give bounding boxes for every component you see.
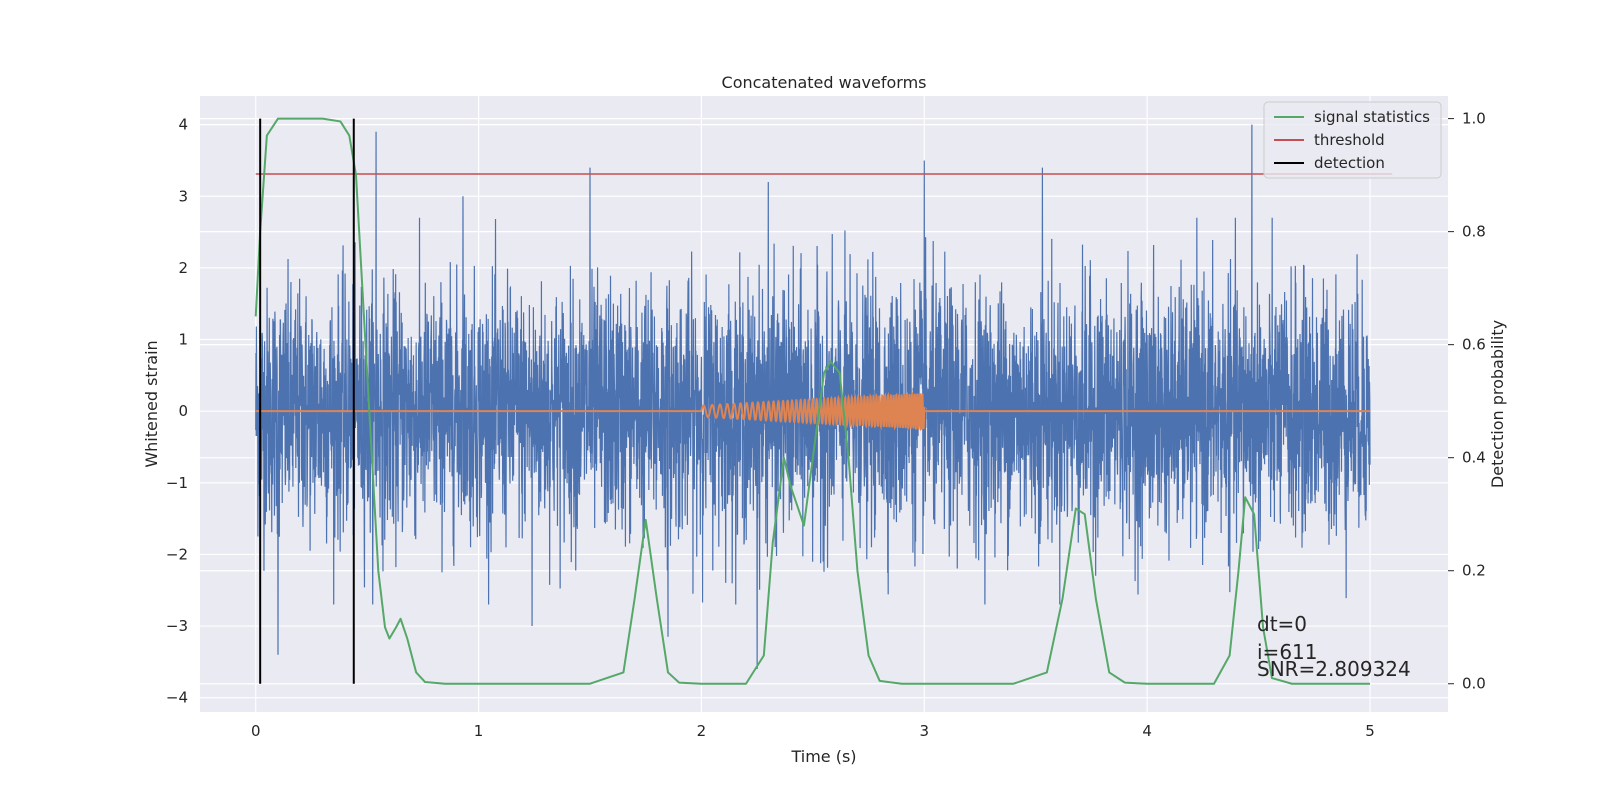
x-tick-label: 2 bbox=[697, 722, 707, 740]
series-signal-statistics bbox=[254, 117, 1370, 685]
legend-label-detection: detection bbox=[1314, 154, 1385, 172]
legend-label-threshold: threshold bbox=[1314, 131, 1385, 149]
chirp-line bbox=[255, 390, 1370, 432]
x-tick-label: 1 bbox=[474, 722, 484, 740]
x-axis-label: Time (s) bbox=[790, 747, 856, 766]
y-tick-label: 0 bbox=[178, 402, 188, 420]
legend-label-signal-statistics: signal statistics bbox=[1314, 108, 1430, 126]
chart-title: Concatenated waveforms bbox=[722, 73, 927, 92]
legend-box bbox=[1263, 101, 1442, 179]
y-tick-label: 3 bbox=[178, 187, 188, 205]
y-tick-label: −3 bbox=[166, 617, 188, 635]
series-detection bbox=[259, 118, 355, 684]
y-right-tick-label: 0.6 bbox=[1462, 336, 1486, 354]
annotation-snr: SNR=2.809324 bbox=[1257, 657, 1411, 681]
annotation-i: i=611 bbox=[1257, 640, 1318, 664]
y-right-tick-label: 0.4 bbox=[1462, 449, 1486, 467]
x-tick-label: 0 bbox=[251, 722, 261, 740]
y-tick-label: 1 bbox=[178, 331, 188, 349]
y-tick-label: 2 bbox=[178, 259, 188, 277]
axis-ticks: 0 1 2 3 4 5 −4 −3 −2 −1 0 1 2 3 4 0.0 0.2 0.4 0.6 0.8 1.0 bbox=[166, 110, 1486, 740]
y-tick-label: −2 bbox=[166, 545, 188, 563]
y-right-tick-label: 0.8 bbox=[1462, 223, 1486, 241]
y-tick-label: 4 bbox=[178, 116, 188, 134]
y-right-tick-label: 0.2 bbox=[1462, 562, 1486, 580]
y-right-tick-label: 0.0 bbox=[1462, 675, 1486, 693]
y-tick-label: −4 bbox=[166, 689, 188, 707]
signal-statistics-line bbox=[254, 117, 1370, 685]
series-chirp bbox=[255, 390, 1370, 432]
annotation-dt: dt=0 bbox=[1257, 612, 1307, 636]
y-axis-label: Whitened strain bbox=[142, 340, 161, 467]
x-tick-label: 5 bbox=[1365, 722, 1375, 740]
y-tick-label: −1 bbox=[166, 474, 188, 492]
x-tick-label: 3 bbox=[920, 722, 930, 740]
y-right-tick-label: 1.0 bbox=[1462, 110, 1486, 128]
x-tick-label: 4 bbox=[1142, 722, 1152, 740]
y-axis-right-label: Detection probability bbox=[1488, 320, 1507, 488]
legend: signal statistics threshold detection bbox=[1263, 101, 1442, 179]
